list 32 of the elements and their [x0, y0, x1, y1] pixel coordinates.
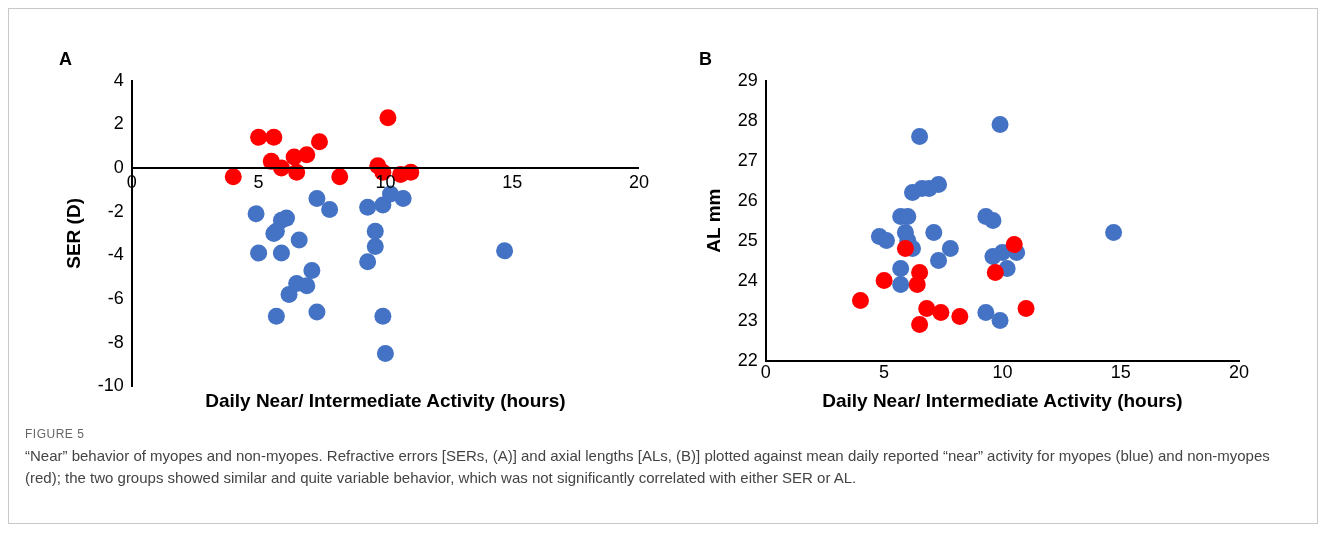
y-tick-label: -6 [107, 287, 124, 308]
y-tick-label: 22 [737, 349, 758, 370]
x-tick-label: 15 [502, 171, 523, 192]
x-tick-label: 20 [1228, 362, 1250, 383]
y-tick-label: -2 [107, 200, 124, 221]
y-tick-label: -4 [107, 244, 124, 265]
y-tick-label: 27 [737, 149, 758, 170]
x-tick-label: 0 [760, 362, 771, 383]
chart-title: B [699, 48, 712, 69]
y-tick-label: 23 [737, 309, 758, 330]
y-tick-label: 2 [113, 113, 124, 134]
chart-title: A [59, 48, 72, 69]
y-tick-label: 28 [737, 109, 758, 130]
x-tick-label: 5 [253, 171, 264, 192]
x-tick-label: 10 [992, 362, 1013, 383]
y-axis-title: SER (D) [62, 198, 84, 269]
caption: FIGURE 5 [25, 427, 86, 441]
y-tick-label: -10 [97, 375, 124, 396]
y-tick-label: 4 [113, 69, 124, 90]
x-tick-label: 5 [879, 362, 890, 383]
y-tick-label: 26 [737, 189, 758, 210]
y-axis-title: AL mm [702, 188, 724, 253]
y-tick-label: -8 [107, 331, 124, 352]
x-axis-title: Daily Near/ Intermediate Activity (hours) [205, 389, 566, 411]
x-tick-label: 15 [1110, 362, 1131, 383]
x-axis-title: Daily Near/ Intermediate Activity (hours) [822, 389, 1183, 411]
y-tick-label: 29 [737, 69, 758, 90]
y-tick-label: 25 [737, 229, 758, 250]
y-tick-label: 24 [737, 269, 758, 290]
text: “Near” behavior of myopes and non-myopes. Refractive errors [SERs, (A)] and axial lengths [ALs, (B)] plotted against mean daily reported “near” activity for myopes (blue) and non-myopes (red); the two groups showed similar and quite variable behavior, which was not significantly correlated with either SER or AL. [25, 446, 1271, 488]
x-tick-label: 20 [628, 171, 650, 192]
y-tick-label: 0 [113, 156, 124, 177]
